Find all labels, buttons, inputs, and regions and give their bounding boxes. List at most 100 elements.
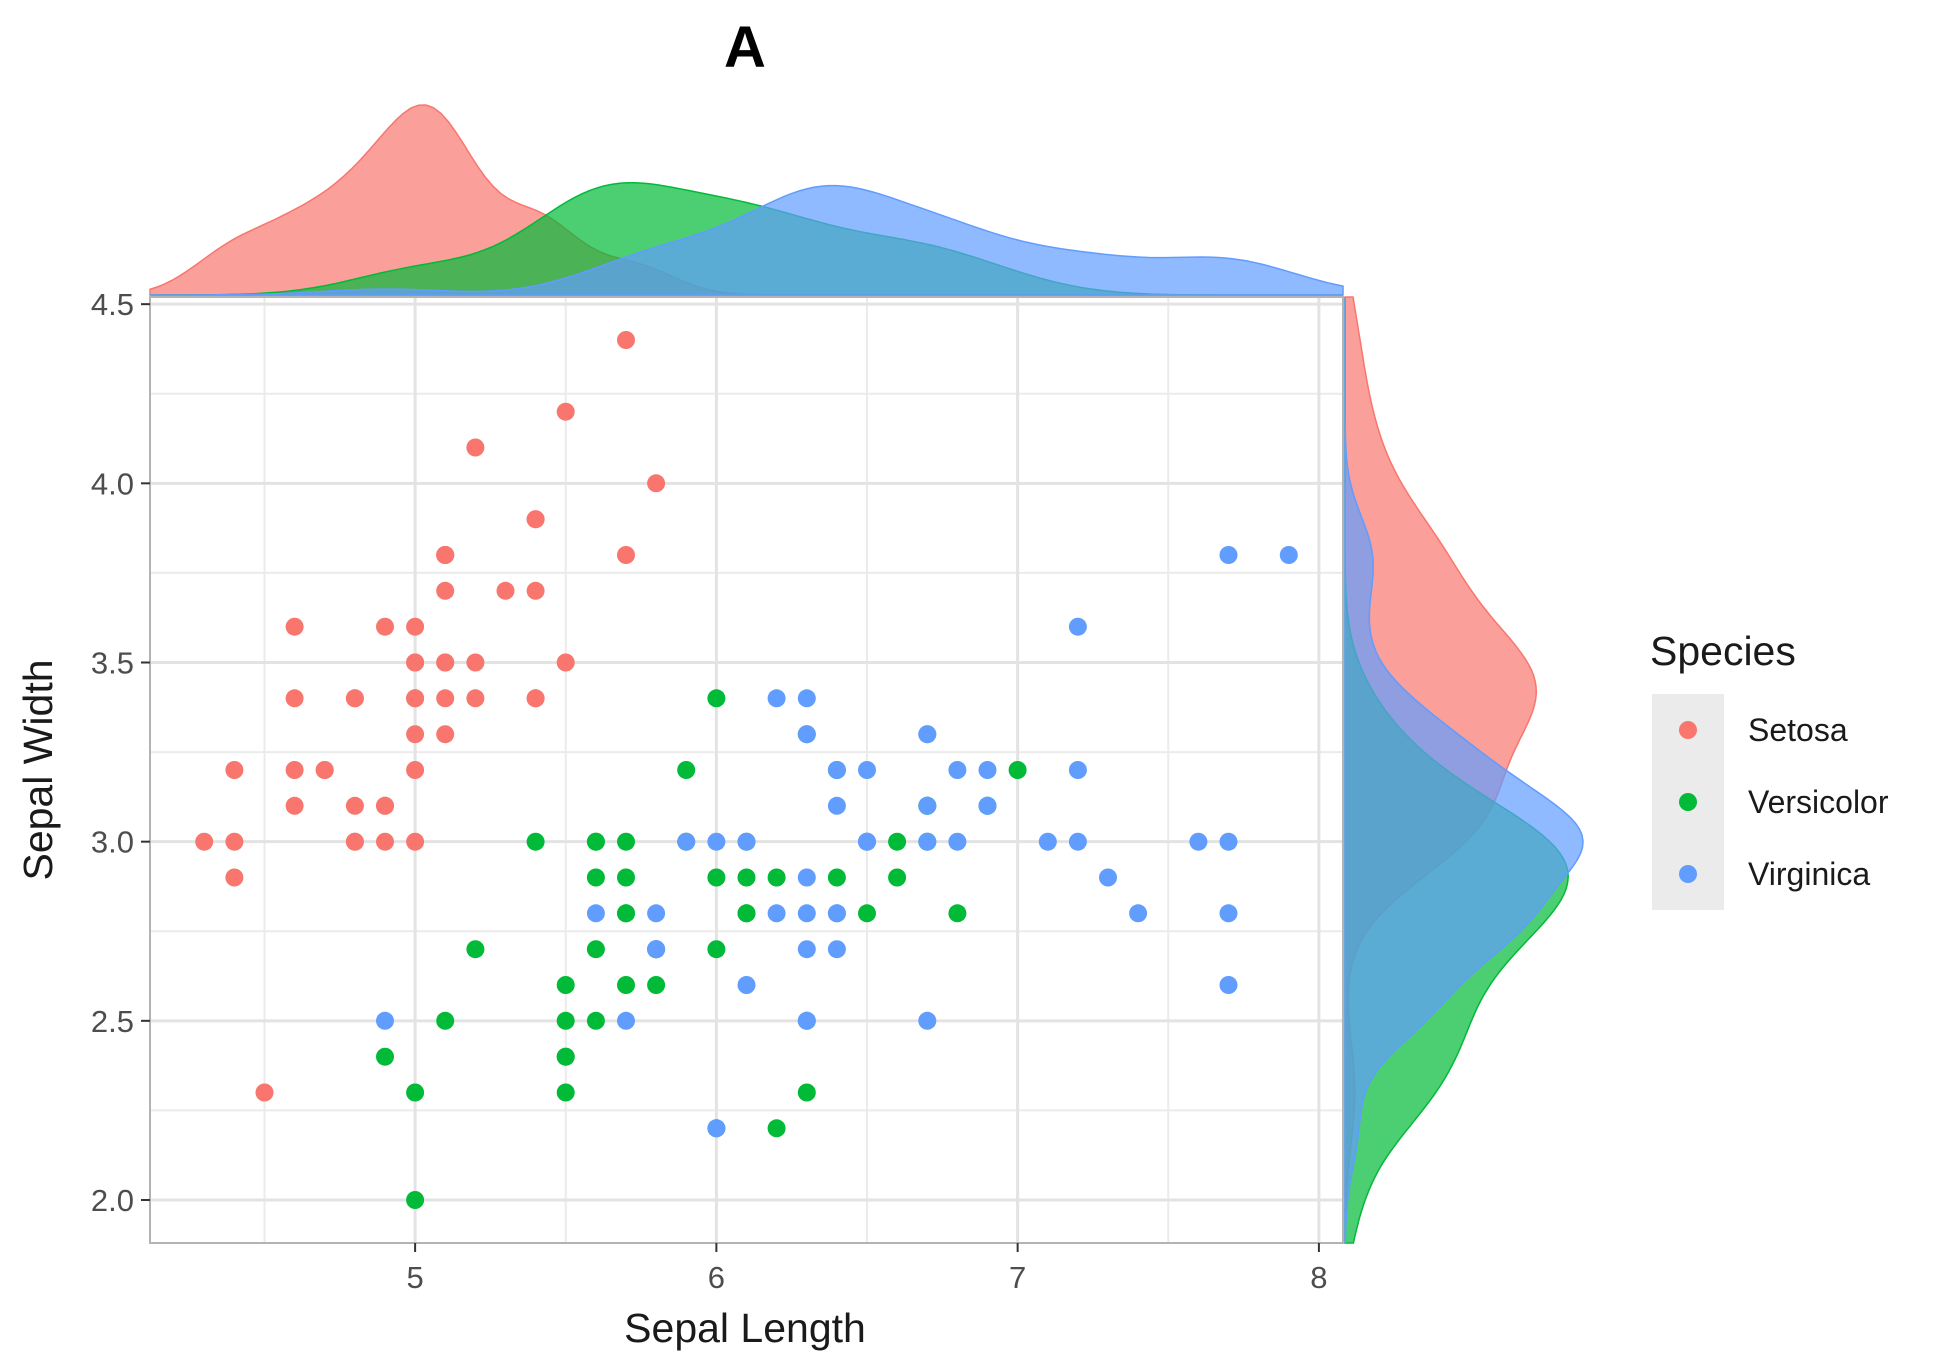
point-virginica [918, 832, 937, 851]
point-versicolor [737, 904, 756, 923]
right-density-virginica [1344, 297, 1584, 1244]
point-versicolor [797, 1083, 816, 1102]
point-versicolor [556, 1047, 575, 1066]
point-setosa [436, 546, 455, 564]
point-versicolor [707, 868, 726, 887]
point-virginica [1068, 832, 1087, 851]
point-versicolor [617, 832, 635, 851]
x-axis: 5 6 7 8 [406, 1243, 1328, 1295]
point-versicolor [707, 940, 726, 959]
point-virginica [376, 1011, 394, 1030]
plot-panel-border [149, 296, 1344, 1244]
point-setosa [466, 653, 485, 672]
legend-label-virginica: Virginica [1748, 856, 1870, 892]
point-setosa [345, 796, 364, 815]
point-setosa [345, 832, 364, 851]
x-tick-label: 8 [1310, 1260, 1327, 1295]
point-virginica [797, 868, 816, 887]
point-virginica [707, 832, 726, 851]
point-versicolor [888, 868, 907, 887]
point-versicolor [526, 832, 545, 851]
point-setosa [556, 653, 575, 672]
point-setosa [406, 689, 425, 708]
top-marginal-density [149, 104, 1344, 296]
point-setosa [526, 689, 545, 708]
point-virginica [1099, 868, 1117, 887]
plot-panel [149, 296, 1344, 1244]
point-virginica [827, 761, 846, 779]
legend-label-setosa: Setosa [1748, 712, 1848, 748]
legend-entries: Setosa Versicolor Virginica [1679, 712, 1889, 892]
point-virginica [827, 904, 846, 923]
point-virginica [918, 725, 937, 744]
point-setosa [406, 617, 425, 636]
x-tick-label: 7 [1009, 1260, 1026, 1295]
point-setosa [647, 474, 666, 493]
point-versicolor [436, 1011, 455, 1030]
point-versicolor [647, 976, 666, 994]
point-setosa [617, 546, 635, 564]
point-virginica [1129, 904, 1148, 923]
point-virginica [707, 1119, 726, 1138]
y-tick-label: 3.0 [91, 825, 134, 860]
major-gridlines [150, 297, 1343, 1243]
point-setosa [406, 725, 425, 744]
chart-title: A [724, 15, 766, 80]
point-virginica [827, 940, 846, 959]
point-versicolor [586, 832, 605, 851]
point-setosa [556, 402, 575, 421]
point-versicolor [376, 1047, 394, 1066]
legend-label-versicolor: Versicolor [1748, 784, 1889, 820]
point-setosa [406, 761, 425, 779]
point-setosa [436, 581, 455, 600]
legend-key-setosa [1679, 721, 1697, 739]
scatter-points [195, 331, 1298, 1209]
point-virginica [1219, 546, 1238, 564]
point-setosa [345, 689, 364, 708]
point-setosa [195, 832, 214, 851]
point-versicolor [406, 1191, 425, 1209]
y-axis-title: Sepal Width [15, 659, 61, 880]
point-setosa [406, 653, 425, 672]
point-virginica [586, 904, 605, 923]
y-tick-label: 4.0 [91, 466, 134, 501]
point-setosa [225, 832, 244, 851]
point-versicolor [767, 1119, 786, 1138]
point-virginica [1219, 904, 1238, 923]
point-virginica [617, 1011, 635, 1030]
legend-title: Species [1650, 628, 1796, 674]
point-setosa [526, 581, 545, 600]
x-tick-label: 5 [406, 1260, 423, 1295]
point-setosa [225, 761, 244, 779]
point-versicolor [767, 868, 786, 887]
point-virginica [948, 761, 967, 779]
point-virginica [767, 904, 786, 923]
x-tick-label: 6 [708, 1260, 725, 1295]
point-versicolor [586, 940, 605, 959]
point-virginica [647, 940, 666, 959]
point-setosa [466, 689, 485, 708]
point-virginica [797, 725, 816, 744]
y-tick-label: 2.0 [91, 1183, 134, 1218]
point-versicolor [556, 1083, 575, 1102]
point-setosa [406, 832, 425, 851]
point-virginica [1189, 832, 1208, 851]
y-tick-label: 2.5 [91, 1004, 134, 1039]
plot-panel-background [150, 297, 1343, 1243]
point-versicolor [466, 940, 485, 959]
point-virginica [1038, 832, 1057, 851]
point-virginica [827, 796, 846, 815]
point-versicolor [858, 904, 876, 923]
point-virginica [858, 761, 876, 779]
point-setosa [285, 689, 304, 708]
point-setosa [255, 1083, 274, 1102]
point-setosa [436, 689, 455, 708]
point-setosa [436, 725, 455, 744]
point-virginica [647, 904, 666, 923]
point-virginica [797, 904, 816, 923]
point-setosa [376, 796, 394, 815]
legend-key-versicolor [1679, 793, 1697, 811]
point-setosa [496, 581, 515, 600]
point-versicolor [556, 976, 575, 994]
